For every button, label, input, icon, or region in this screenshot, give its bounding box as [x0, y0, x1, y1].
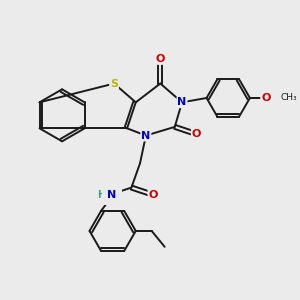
- Text: O: O: [261, 93, 271, 103]
- Text: N: N: [177, 97, 187, 107]
- Text: O: O: [156, 54, 165, 64]
- Text: CH₃: CH₃: [281, 94, 297, 103]
- Text: O: O: [148, 190, 158, 200]
- Text: S: S: [110, 79, 118, 88]
- Text: O: O: [192, 129, 201, 139]
- Text: H: H: [98, 190, 106, 200]
- Text: N: N: [141, 130, 151, 141]
- Text: N: N: [107, 190, 117, 200]
